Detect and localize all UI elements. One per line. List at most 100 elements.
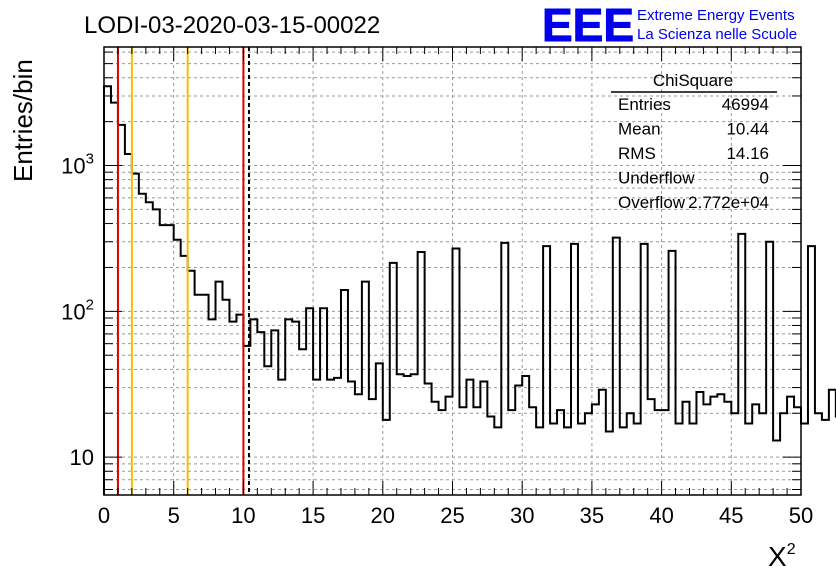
y-axis-label: Entries/bin: [8, 59, 38, 182]
y-tick-label-base: 10: [61, 299, 85, 324]
histogram-bin: [390, 263, 397, 495]
histogram-bin: [683, 402, 690, 495]
histogram-bin: [104, 86, 111, 495]
x-tick-label: 15: [301, 503, 325, 528]
histogram-bin: [334, 378, 341, 495]
histogram-bin: [216, 282, 223, 495]
histogram-bin: [724, 402, 731, 495]
histogram-bin: [745, 424, 752, 495]
histogram-bin: [404, 376, 411, 495]
histogram-bin: [669, 251, 676, 495]
histogram-bin: [794, 407, 801, 495]
histogram-bin: [815, 413, 822, 495]
histogram-bin: [271, 330, 278, 495]
histogram-bin: [529, 407, 536, 495]
histogram-bin: [662, 410, 669, 495]
histogram-bin: [446, 397, 453, 495]
histogram-bin: [348, 382, 355, 495]
histogram-bin: [773, 441, 780, 495]
histogram-bin: [473, 407, 480, 495]
x-tick-label: 10: [231, 503, 255, 528]
histogram-bin: [759, 413, 766, 495]
x-tick-label: 20: [371, 503, 395, 528]
histogram-bin: [585, 413, 592, 495]
histogram-bin: [341, 290, 348, 495]
histogram-bin: [480, 382, 487, 495]
histogram-bin: [453, 248, 460, 495]
histogram-bin: [369, 399, 376, 495]
histogram-bin: [689, 424, 696, 495]
histogram-bin: [766, 242, 773, 495]
y-tick-label: 103: [61, 151, 94, 179]
histogram-bin: [550, 424, 557, 495]
histogram-bin: [578, 424, 585, 495]
histogram-bin: [250, 319, 257, 495]
histogram-bin: [592, 404, 599, 495]
histogram-bin: [278, 380, 285, 495]
histogram-bin: [613, 238, 620, 495]
y-tick-label-exponent: 3: [86, 151, 94, 168]
plot-frame: [103, 46, 802, 496]
histogram-bin: [209, 319, 216, 495]
histogram-bin: [327, 380, 334, 495]
x-axis-label-base: X: [768, 541, 787, 572]
histogram-bin: [696, 392, 703, 495]
histogram-bin: [139, 194, 146, 495]
histogram-bin: [459, 407, 466, 495]
axis-ticks: [103, 47, 802, 495]
histogram: [103, 85, 836, 495]
histogram-bin: [703, 404, 710, 495]
histogram-bin: [808, 246, 815, 495]
histogram-bin: [153, 209, 160, 495]
chart-title: LODI-03-2020-03-15-00022: [84, 12, 380, 39]
histogram-bin: [160, 225, 167, 495]
histogram-bin: [787, 397, 794, 495]
histogram-bin: [229, 322, 236, 495]
histogram-bin: [717, 394, 724, 495]
histogram-bin: [376, 363, 383, 495]
x-tick-label: 30: [510, 503, 534, 528]
histogram-bin: [188, 271, 195, 495]
y-tick-label: 102: [61, 296, 94, 324]
histogram-bin: [494, 427, 501, 495]
stats-row-value: 14.16: [726, 144, 769, 163]
eee-logo-line1: Extreme Energy Events: [637, 7, 795, 24]
histogram-bin: [174, 240, 181, 495]
x-axis-label: X2: [768, 541, 796, 572]
x-tick-label: 35: [580, 503, 604, 528]
x-tick-label: 45: [719, 503, 743, 528]
x-tick-label: 5: [168, 503, 180, 528]
y-tick-label-base: 10: [61, 154, 85, 179]
histogram-bin: [515, 385, 522, 495]
histogram-bin: [125, 154, 132, 495]
histogram-bin: [599, 390, 606, 495]
histogram-bin: [418, 252, 425, 495]
histogram-bin: [620, 427, 627, 495]
histogram-bin: [299, 349, 306, 495]
histogram-bin: [487, 416, 494, 495]
histogram-bin: [676, 424, 683, 495]
histogram-bin: [118, 125, 125, 495]
histogram-bin: [264, 366, 271, 495]
histogram-bin: [425, 383, 432, 495]
histogram-bin: [397, 374, 404, 495]
stats-row-label: Mean: [618, 120, 661, 139]
y-tick-label-base: 10: [70, 445, 94, 470]
histogram-bin: [292, 322, 299, 495]
x-axis-label-sup: 2: [787, 541, 796, 558]
histogram-bin: [655, 410, 662, 495]
histogram-bin: [355, 394, 362, 495]
histogram-bin: [606, 431, 613, 495]
histogram-bin: [752, 404, 759, 495]
histogram-bin: [536, 427, 543, 495]
histogram-bin: [710, 397, 717, 495]
histogram-bin: [202, 295, 209, 495]
histogram-bin: [501, 243, 508, 495]
x-tick-label: 40: [649, 503, 673, 528]
stats-row-label: Underflow: [618, 169, 695, 188]
stats-row-value: 46994: [722, 95, 769, 114]
histogram-bin: [439, 410, 446, 495]
eee-logo: EEE Extreme Energy Events La Scienza nel…: [542, 0, 798, 52]
